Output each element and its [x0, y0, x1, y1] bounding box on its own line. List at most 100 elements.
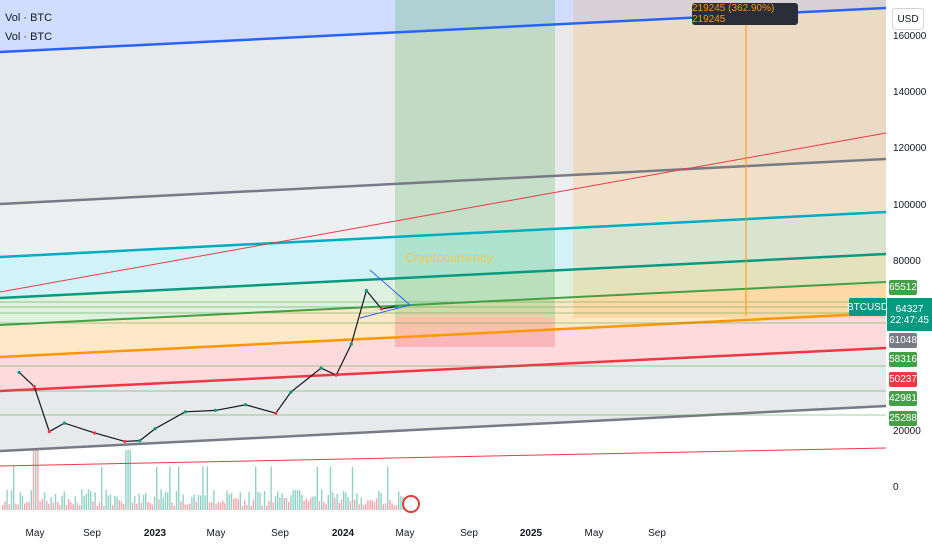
- symbol-tag: BTCUSD: [847, 298, 888, 316]
- y-tick-label: 140000: [893, 87, 927, 98]
- price-point: [395, 304, 399, 309]
- event-icon[interactable]: [402, 495, 420, 513]
- volume-bar: [129, 450, 131, 510]
- volume-bar: [85, 493, 87, 510]
- price-point: [364, 288, 368, 293]
- volume-bar: [21, 495, 24, 510]
- volume-bar: [303, 500, 305, 510]
- volume-bar: [299, 490, 301, 510]
- volume-bar: [52, 502, 54, 510]
- volume-bar: [4, 501, 6, 510]
- x-tick-label: 2025: [519, 528, 543, 539]
- volume-bar: [114, 495, 116, 510]
- volume-bar: [365, 503, 367, 510]
- price-point: [153, 427, 157, 431]
- volume-bar: [356, 493, 358, 510]
- y-tick-label: 120000: [893, 143, 927, 155]
- volume-bar: [68, 499, 70, 510]
- pattern-upper: [369, 269, 411, 306]
- volume-bar: [184, 504, 186, 510]
- volume-bar: [272, 502, 274, 510]
- price-point: [274, 411, 278, 415]
- volume-bar: [281, 493, 283, 510]
- currency-button[interactable]: USD: [892, 8, 924, 30]
- y-tick-label: 100000: [893, 199, 927, 211]
- volume-bar: [171, 502, 173, 510]
- volume-bar: [257, 492, 259, 510]
- volume-bar: [186, 504, 189, 510]
- volume-bar: [74, 496, 76, 510]
- price-point: [244, 403, 248, 407]
- volume-bar: [213, 490, 215, 510]
- volume-bar: [54, 494, 57, 510]
- volume-bar: [384, 503, 387, 510]
- volume-bar: [266, 505, 268, 510]
- volume-bar: [358, 504, 360, 510]
- volume-bar: [158, 499, 160, 510]
- bar-countdown: 22:47:45: [890, 314, 929, 326]
- volume-bar: [301, 494, 303, 510]
- volume-bar: [296, 490, 299, 510]
- volume-bar: [334, 497, 336, 510]
- price-point: [32, 384, 36, 389]
- volume-bar: [112, 505, 114, 510]
- price-badge: 50237: [889, 372, 917, 387]
- legend-volume-2: Vol · BTC: [5, 31, 53, 43]
- volume-bar: [206, 466, 208, 510]
- volume-bar: [255, 466, 257, 510]
- volume-bar: [259, 492, 261, 510]
- price-series: [17, 288, 399, 444]
- volume-bar: [127, 450, 129, 510]
- volume-bar: [57, 501, 59, 510]
- volume-bar: [283, 498, 285, 510]
- volume-bar: [76, 502, 79, 510]
- volume-bar: [228, 494, 230, 510]
- volume-bar: [90, 491, 92, 510]
- text-annotation[interactable]: Cryptocurrency: [405, 250, 494, 265]
- volume-bar: [26, 501, 28, 510]
- price-point: [289, 390, 293, 394]
- volume-bar: [351, 467, 354, 510]
- volume-bar: [369, 500, 371, 510]
- pattern-lower: [359, 304, 411, 319]
- volume-bar: [343, 490, 345, 510]
- volume-bar: [195, 501, 197, 510]
- volume-bar: [32, 450, 35, 510]
- volume-bar: [79, 505, 81, 510]
- x-tick-label: May: [25, 528, 45, 539]
- volume-bar: [109, 494, 112, 510]
- line-floor-thin: [0, 447, 887, 467]
- line-trend-thin: [0, 132, 887, 293]
- volume-bar: [46, 500, 48, 510]
- volume-bar: [285, 497, 288, 510]
- volume-bar: [373, 501, 376, 510]
- volume-bar: [191, 496, 193, 510]
- price-point: [319, 366, 323, 370]
- price-point: [334, 373, 338, 377]
- price-point: [123, 439, 127, 444]
- volume-bar: [43, 492, 46, 510]
- line-green: [0, 281, 887, 326]
- x-tick-label: 2024: [331, 528, 355, 539]
- price-point: [47, 429, 51, 434]
- volume-bar: [197, 494, 200, 510]
- volume-bar: [94, 492, 96, 510]
- volume-bar: [395, 505, 398, 510]
- volume-bar: [202, 466, 204, 510]
- volume-bar: [156, 466, 158, 510]
- volume-bar: [17, 504, 19, 510]
- line-grey-top: [0, 157, 887, 206]
- volume-bar: [332, 492, 334, 510]
- price-point: [183, 410, 187, 414]
- y-tick-label: 80000: [893, 256, 921, 268]
- band-cyan: [0, 212, 886, 298]
- volume-bar: [120, 501, 123, 510]
- volume-bar: [37, 450, 39, 510]
- volume-bar: [215, 503, 217, 510]
- volume-bar: [279, 497, 281, 510]
- volume-bar: [96, 505, 98, 510]
- volume-bar: [153, 496, 156, 510]
- volume-bar: [189, 503, 191, 510]
